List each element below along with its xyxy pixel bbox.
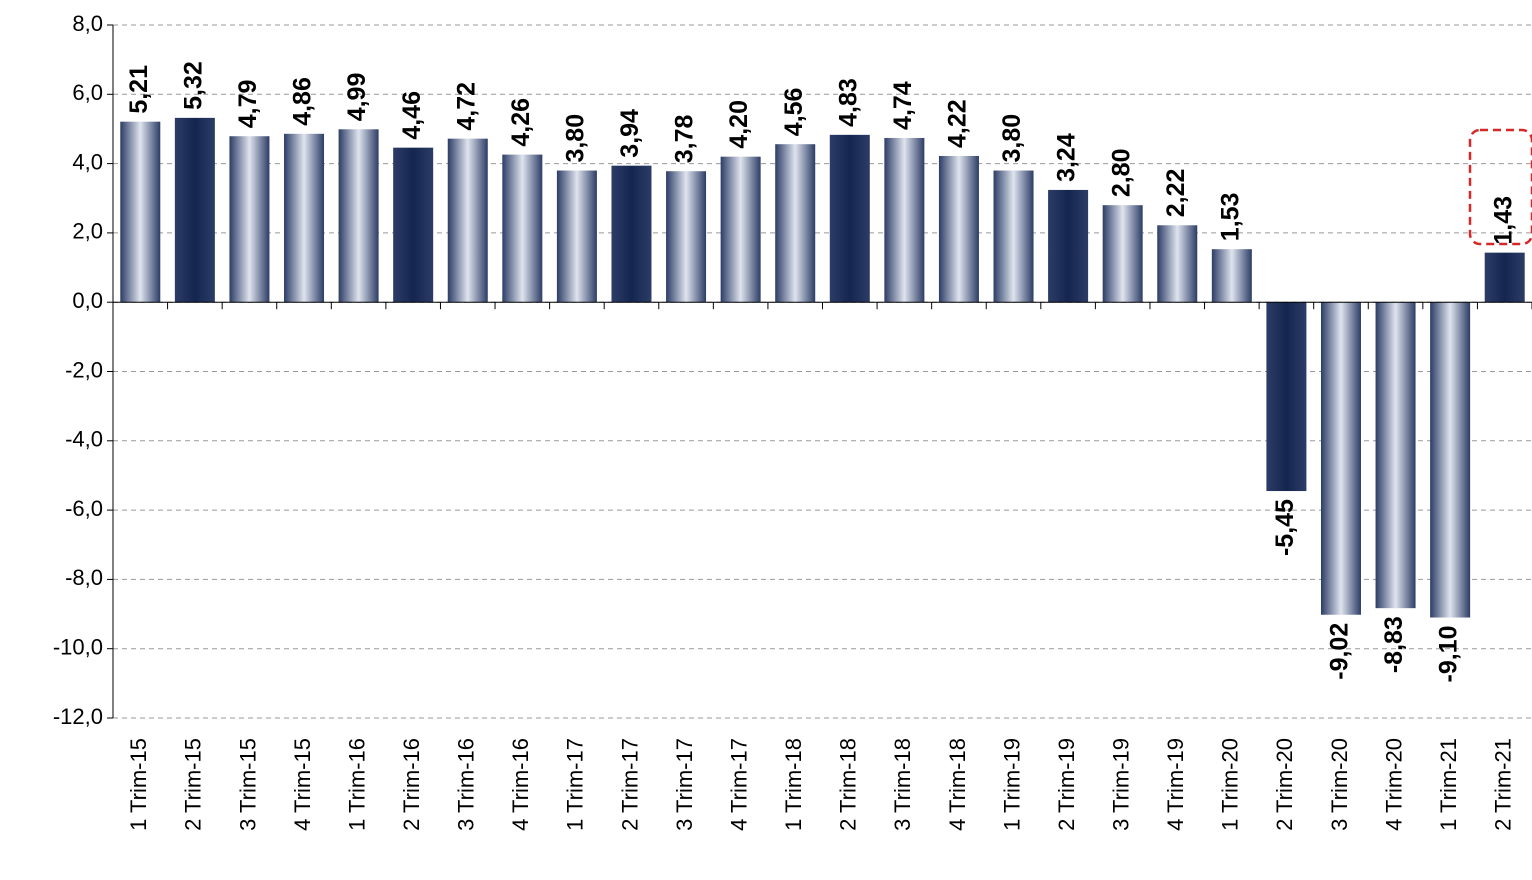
y-tick-label: 0,0: [72, 288, 103, 313]
bar: [1103, 205, 1143, 302]
value-label: 2,80: [1107, 149, 1135, 198]
y-tick-label: -2,0: [65, 357, 103, 382]
bar: [721, 157, 761, 303]
y-tick-label: -6,0: [65, 496, 103, 521]
bar: [1266, 302, 1306, 491]
bar: [994, 171, 1034, 303]
value-label: 2,22: [1162, 169, 1190, 218]
y-tick-label: 6,0: [72, 80, 103, 105]
chart: -12,0 -10,0 -8,0 -6,0 -4,0 -2,0 0,0 2,0 4,0 6,0 8,…: [0, 0, 1532, 875]
value-label: 4,74: [889, 81, 917, 130]
value-label: 4,86: [289, 77, 317, 126]
bar: [1321, 302, 1361, 615]
y-tick-label: 2,0: [72, 219, 103, 244]
x-tick-label: 4 Trim-20: [1381, 738, 1406, 831]
bar: [830, 135, 870, 302]
bar: [1157, 225, 1197, 302]
bar: [448, 139, 488, 303]
x-tick-label: 1 Trim-17: [563, 738, 588, 831]
bar: [775, 144, 815, 302]
bar: [557, 171, 597, 303]
value-label: 5,21: [125, 65, 153, 114]
x-tick-label: 4 Trim-16: [508, 738, 533, 831]
x-tick-label: 1 Trim-19: [999, 738, 1024, 831]
bar: [339, 129, 379, 302]
bar: [393, 148, 433, 303]
x-tick-label: 2 Trim-15: [181, 738, 206, 831]
x-tick-label: 1 Trim-20: [1218, 738, 1243, 831]
value-label: 1,53: [1216, 193, 1244, 242]
bar: [1376, 302, 1416, 608]
x-tick-label: 3 Trim-15: [235, 738, 260, 831]
value-label: 3,94: [616, 109, 644, 158]
bar: [120, 122, 160, 303]
value-label: 4,56: [780, 88, 808, 137]
x-tick-label: 3 Trim-17: [672, 738, 697, 831]
x-tick-label: 3 Trim-18: [890, 738, 915, 831]
bar: [1212, 249, 1252, 302]
y-tick-label: -4,0: [65, 427, 103, 452]
bar: [175, 118, 215, 302]
x-tick-label: 3 Trim-16: [454, 738, 479, 831]
x-tick-label: 2 Trim-17: [617, 738, 642, 831]
value-label: 1,43: [1489, 196, 1517, 245]
x-tick-label: 4 Trim-17: [726, 738, 751, 831]
x-tick-label: 2 Trim-16: [399, 738, 424, 831]
value-label: 4,20: [725, 100, 753, 149]
x-tick-label: 4 Trim-19: [1163, 738, 1188, 831]
x-tick-label: 1 Trim-18: [781, 738, 806, 831]
y-tick-label: -12,0: [53, 704, 103, 729]
y-tick-label: 8,0: [72, 11, 103, 36]
value-label: 4,83: [834, 78, 862, 127]
x-tick-label: 1 Trim-21: [1436, 738, 1461, 831]
value-label: -8,83: [1380, 616, 1408, 673]
x-tick-label: 2 Trim-21: [1491, 738, 1516, 831]
value-label: 3,24: [1053, 133, 1081, 182]
value-label: 3,80: [562, 114, 590, 163]
value-label: 4,72: [452, 82, 480, 131]
value-label: 4,22: [944, 99, 972, 148]
x-tick-label: 2 Trim-20: [1272, 738, 1297, 831]
x-tick-label: 2 Trim-19: [1054, 738, 1079, 831]
bar: [939, 156, 979, 302]
x-tick-label: 3 Trim-19: [1108, 738, 1133, 831]
value-label: 3,80: [998, 114, 1026, 163]
value-label: 4,99: [343, 73, 371, 122]
x-tick-label: 4 Trim-15: [290, 738, 315, 831]
bar: [611, 166, 651, 303]
value-label: 4,26: [507, 98, 535, 147]
bar: [1048, 190, 1088, 302]
y-tick-label: -8,0: [65, 565, 103, 590]
x-tick-label: 3 Trim-20: [1327, 738, 1352, 831]
x-tick-label: 4 Trim-18: [945, 738, 970, 831]
value-label: 5,32: [179, 61, 207, 110]
x-tick-label: 2 Trim-18: [836, 738, 861, 831]
y-tick-label: -10,0: [53, 635, 103, 660]
value-label: -5,45: [1271, 499, 1299, 556]
bar: [1430, 302, 1470, 617]
bar: [1485, 253, 1525, 303]
value-label: -9,10: [1435, 626, 1463, 683]
value-label: 4,79: [234, 80, 262, 129]
bar: [884, 138, 924, 302]
x-tick-label: 1 Trim-15: [126, 738, 151, 831]
y-tick-label: 4,0: [72, 149, 103, 174]
x-tick-label: 1 Trim-16: [344, 738, 369, 831]
value-label: 4,46: [398, 91, 426, 140]
bar: [666, 171, 706, 302]
value-label: -9,02: [1326, 623, 1354, 680]
value-label: 3,78: [671, 114, 699, 163]
bar: [229, 136, 269, 302]
bar: [502, 155, 542, 303]
bar: [284, 134, 324, 302]
